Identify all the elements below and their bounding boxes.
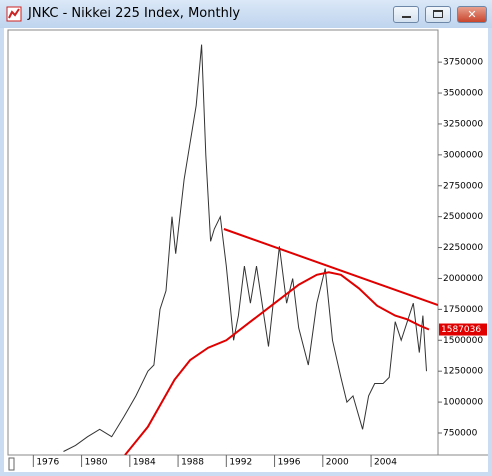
y-tick-label: 1500000	[443, 336, 483, 346]
plot	[63, 44, 438, 455]
y-tick-label: 2250000	[443, 243, 483, 253]
y-tick-label: 1750000	[443, 305, 483, 315]
series-line	[124, 271, 430, 455]
window-title: JNKC - Nikkei 225 Index, Monthly	[28, 6, 241, 21]
x-tick-label: 1988	[181, 458, 204, 468]
series-line	[63, 44, 427, 452]
y-tick-label: 2000000	[443, 274, 483, 284]
maximize-button[interactable]	[425, 6, 451, 23]
last-value-box	[439, 323, 487, 336]
chart: 750000 1000000 1250000 1500000 1750000 200000…	[4, 28, 488, 472]
x-tick-label: 1984	[133, 458, 156, 468]
x-tick-label: 1996	[278, 458, 301, 468]
x-tick-label: 1992	[229, 458, 252, 468]
y-tick-label: 3500000	[443, 89, 483, 99]
x-tick-label: 1976	[36, 458, 59, 468]
y-tick-label: 3750000	[443, 58, 483, 68]
y-tick-label: 750000	[443, 428, 478, 438]
y-tick-label: 1250000	[443, 367, 483, 377]
scroll-box[interactable]	[8, 457, 15, 471]
series-line	[223, 228, 438, 307]
y-tick-label: 2750000	[443, 181, 483, 191]
y-tick-label: 1000000	[443, 398, 483, 408]
title-bar: JNKC - Nikkei 225 Index, Monthly ✕	[0, 0, 492, 28]
x-tick-label: 2000	[326, 458, 349, 468]
last-value-label: 1587036	[441, 325, 481, 335]
minimize-button[interactable]	[393, 6, 419, 23]
y-tick-label: 3250000	[443, 119, 483, 129]
y-tick-label: 3000000	[443, 150, 483, 160]
x-tick-label: 2004	[374, 458, 397, 468]
app-icon	[6, 6, 22, 22]
y-tick-label: 2500000	[443, 212, 483, 222]
close-button[interactable]: ✕	[457, 6, 487, 23]
x-tick-label: 1980	[85, 458, 108, 468]
